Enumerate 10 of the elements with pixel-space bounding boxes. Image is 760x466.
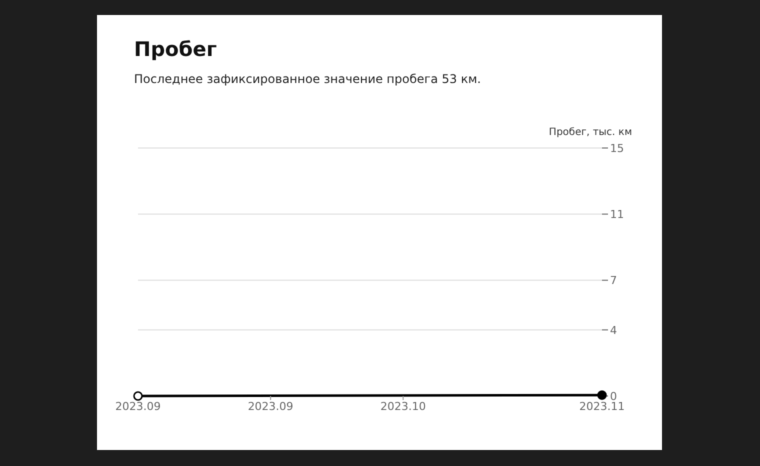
x-tick-label: 2023.09: [115, 400, 161, 413]
y-tick-label: 4: [610, 324, 617, 337]
y-tick-label: 7: [610, 274, 617, 288]
x-tick-label: 2023.09: [248, 400, 294, 413]
x-tick-label: 2023.10: [380, 400, 426, 413]
chart-title: Пробег: [134, 37, 217, 61]
y-tick-label: 15: [610, 142, 624, 155]
y-tick-label: 11: [610, 208, 624, 222]
y-axis-title: Пробег, тыс. км: [548, 127, 632, 138]
chart-subtitle: Последнее зафиксированное значение пробега 53 км.: [134, 72, 481, 86]
